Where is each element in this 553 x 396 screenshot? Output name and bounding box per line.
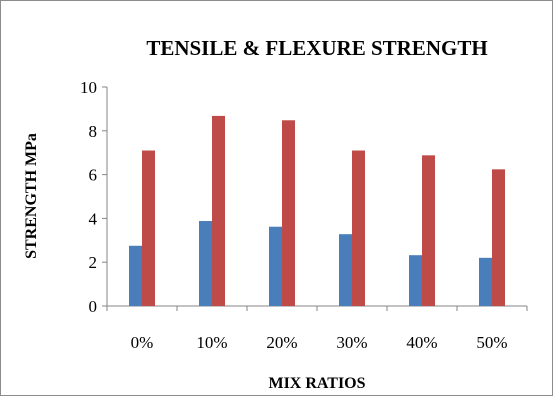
chart-title: TENSILE & FLEXURE STRENGTH [146, 36, 487, 60]
x-axis-title: MIX RATIOS [268, 375, 365, 392]
bar-series-2 [422, 155, 435, 306]
bar-series-1 [339, 234, 352, 306]
bar-series-2 [212, 115, 225, 307]
y-axis-title: STRENGTH MPa [23, 133, 40, 259]
x-tick-label: 10% [196, 333, 227, 352]
bar-series-2 [142, 150, 155, 306]
x-tick-label: 50% [476, 333, 507, 352]
y-tick-label: 4 [89, 209, 98, 228]
x-tick-label: 20% [266, 333, 297, 352]
bar-series-1 [479, 257, 492, 306]
x-tick-label: 0% [131, 333, 154, 352]
bar-series-1 [129, 245, 142, 306]
bar-series-1 [409, 255, 422, 306]
bar-series-2 [352, 150, 365, 306]
bar-series-1 [269, 226, 282, 306]
x-tick-label: 40% [406, 333, 437, 352]
y-tick-label: 0 [89, 297, 98, 316]
bar-series-1 [199, 221, 212, 306]
y-tick-label: 2 [89, 253, 98, 272]
bar-series-2 [282, 120, 295, 307]
x-tick-label: 30% [336, 333, 367, 352]
y-tick-label: 6 [89, 166, 98, 185]
bar-series-2 [492, 169, 505, 306]
y-tick-label: 8 [89, 122, 98, 141]
y-tick-label: 10 [80, 78, 97, 97]
plot-area: 0 2 4 6 8 10 0% 10% 20% 30% 40% 50% [80, 78, 528, 352]
